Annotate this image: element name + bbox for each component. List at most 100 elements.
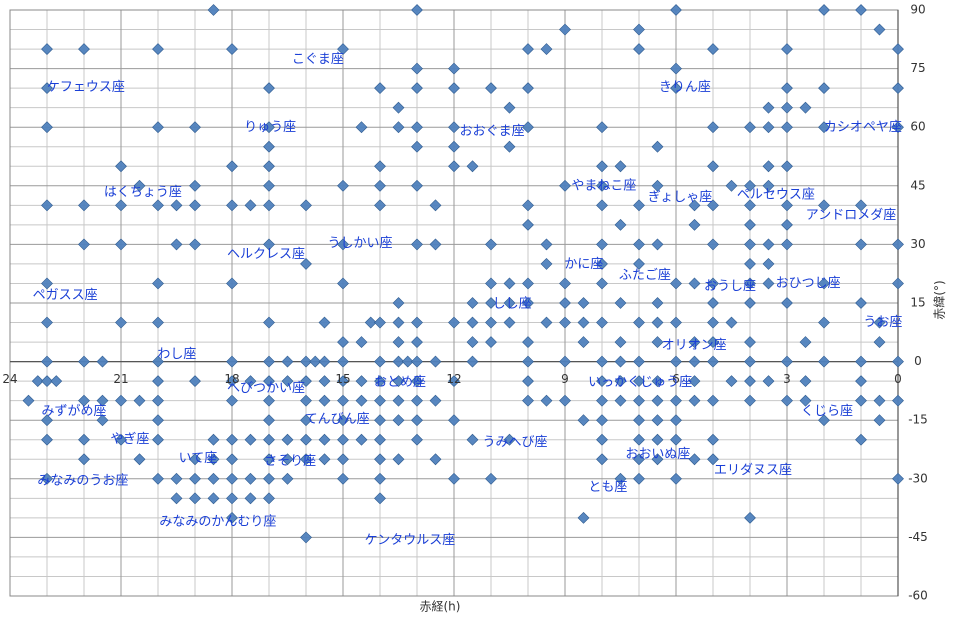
point	[263, 140, 275, 153]
point	[744, 238, 756, 251]
point	[781, 82, 793, 95]
point	[707, 121, 719, 134]
point	[152, 199, 164, 212]
constellation-label: ふたご座	[619, 267, 671, 283]
y-tick-label: 15	[910, 296, 925, 310]
y-tick-label: -15	[908, 413, 928, 427]
point	[411, 82, 423, 95]
point	[614, 160, 627, 173]
point	[596, 453, 608, 466]
point	[355, 375, 368, 388]
point	[226, 511, 238, 524]
point	[818, 4, 830, 16]
point	[744, 336, 756, 348]
point	[300, 394, 312, 407]
point	[374, 472, 386, 485]
point	[633, 43, 645, 55]
point	[448, 140, 460, 153]
point	[670, 433, 682, 446]
point	[207, 433, 220, 446]
point	[226, 433, 238, 446]
point	[96, 355, 109, 368]
point	[41, 375, 53, 388]
point	[799, 375, 812, 388]
point	[707, 43, 719, 55]
point	[670, 62, 682, 75]
point	[189, 121, 201, 134]
point	[309, 355, 322, 368]
point	[762, 238, 775, 251]
point	[133, 453, 146, 466]
point	[374, 82, 386, 95]
point	[614, 472, 627, 485]
point	[818, 199, 830, 212]
point	[300, 355, 312, 368]
point	[318, 355, 331, 368]
point	[41, 43, 53, 55]
point	[651, 140, 664, 153]
point	[374, 316, 386, 329]
point	[707, 433, 719, 446]
point	[392, 316, 405, 329]
point	[522, 375, 534, 388]
point	[799, 101, 812, 114]
point	[429, 394, 442, 407]
point	[78, 355, 90, 368]
constellation-label: おとめ座	[374, 375, 426, 390]
point	[152, 414, 164, 427]
y-tick-label: 45	[910, 178, 925, 192]
y-tick-label: -60	[908, 589, 928, 603]
point	[411, 336, 423, 348]
constellation-label: てんびん座	[305, 412, 370, 427]
point	[263, 492, 275, 505]
point	[707, 160, 719, 173]
point	[263, 121, 275, 134]
point	[670, 277, 682, 290]
point	[707, 394, 719, 407]
point	[115, 238, 127, 251]
point	[670, 394, 682, 407]
point	[559, 316, 571, 329]
point	[596, 394, 608, 407]
point	[725, 375, 738, 388]
point	[263, 433, 275, 446]
constellation-label: さそり座	[264, 454, 316, 469]
point	[540, 258, 553, 270]
point	[596, 258, 608, 270]
point	[374, 355, 386, 368]
constellation-label: ケンタウルス座	[365, 533, 456, 548]
y-axis-label: 赤緯(°)	[932, 280, 947, 319]
point	[115, 394, 127, 407]
point	[540, 43, 553, 55]
constellation-label: いっかくじゅう座	[588, 375, 692, 390]
point	[374, 199, 386, 212]
point	[855, 238, 867, 251]
point	[152, 316, 164, 329]
point	[855, 375, 867, 388]
point	[596, 375, 608, 388]
point	[115, 199, 127, 212]
point	[392, 414, 405, 427]
point	[318, 453, 331, 466]
point	[337, 336, 349, 348]
point	[633, 355, 645, 368]
point	[401, 355, 414, 368]
point	[411, 140, 423, 153]
point	[633, 394, 645, 407]
point	[374, 160, 386, 173]
point	[355, 433, 368, 446]
point	[392, 121, 405, 134]
point	[781, 101, 793, 114]
constellation-label: おおいぬ座	[625, 447, 690, 462]
point	[799, 336, 812, 348]
constellation-label: こぐま座	[292, 52, 344, 67]
point	[300, 199, 312, 212]
point	[374, 375, 386, 388]
point	[31, 375, 44, 388]
point	[41, 316, 53, 329]
point	[411, 62, 423, 75]
point	[855, 199, 867, 212]
point	[633, 414, 645, 427]
point	[152, 277, 164, 290]
point	[892, 355, 904, 368]
